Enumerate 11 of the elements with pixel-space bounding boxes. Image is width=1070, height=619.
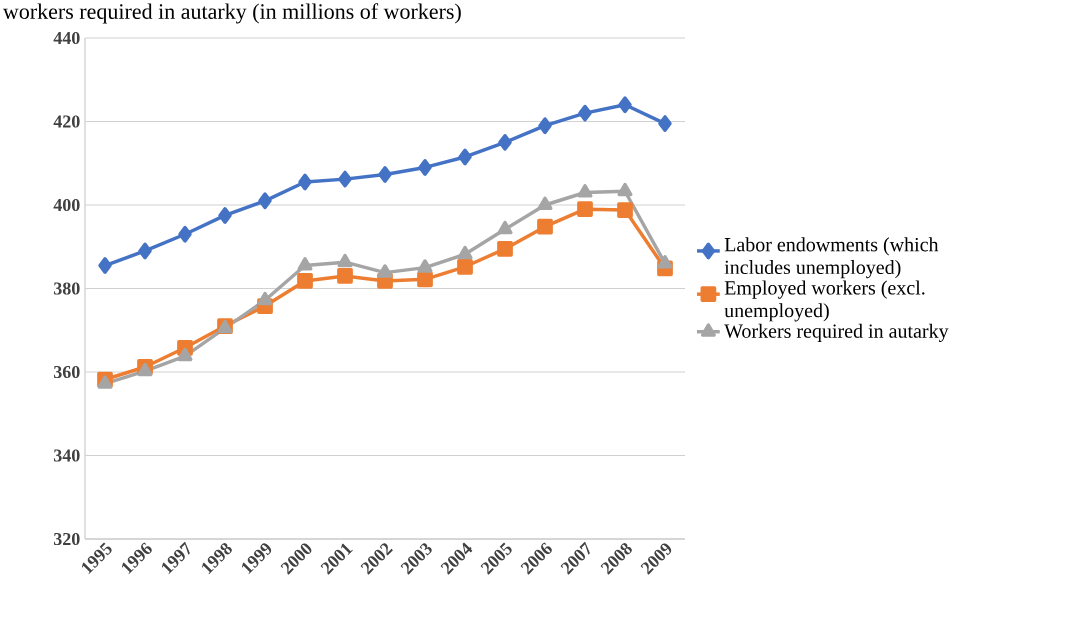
y-tick-label: 320 — [53, 532, 80, 546]
legend-label: Workers required in autarky — [724, 323, 949, 342]
y-tick-label: 420 — [53, 115, 80, 128]
y-tick-label: 360 — [53, 365, 80, 379]
legend-label: Labor endowments (which includes unemployed) — [724, 237, 939, 279]
y-tick-label: 440 — [53, 31, 80, 45]
chart-title: workers required in autarky (in millions of workers) — [2, 3, 461, 24]
y-tick-label: 340 — [53, 449, 80, 462]
legend-label: Employed workers (excl. unemployed) — [724, 280, 925, 322]
y-tick-label: 380 — [53, 282, 80, 295]
y-tick-label: 400 — [53, 198, 80, 212]
